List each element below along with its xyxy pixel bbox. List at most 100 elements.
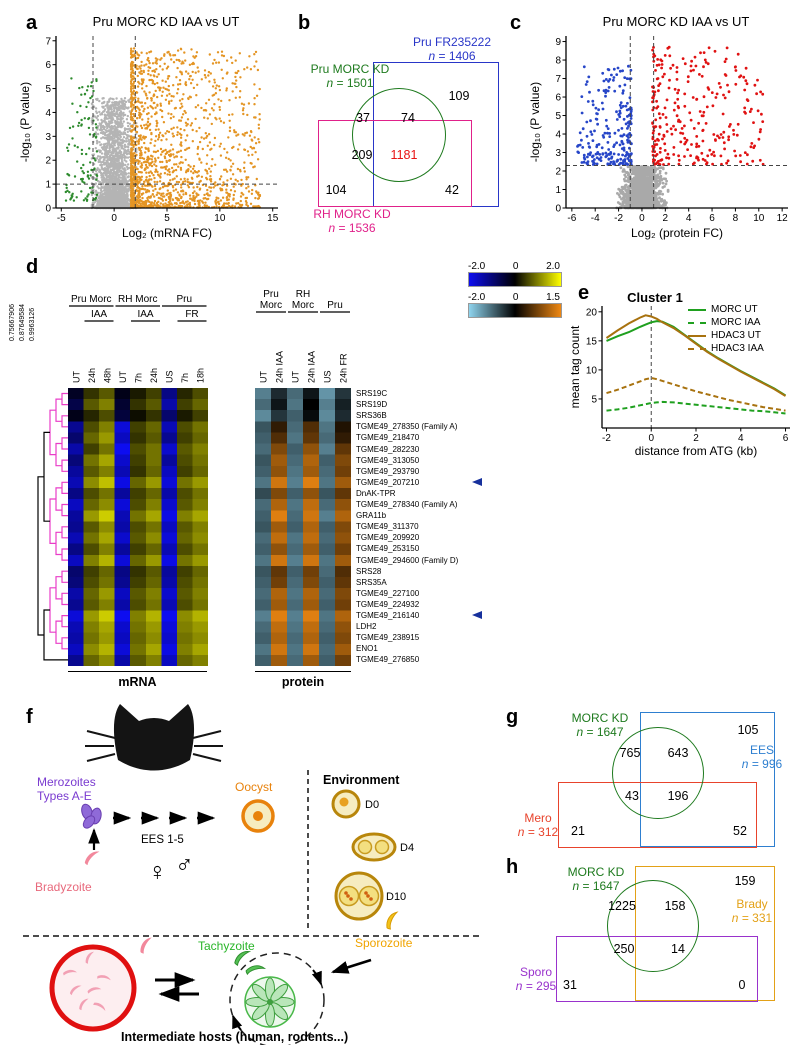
- scale-tick: 2.0: [546, 261, 560, 272]
- venn-count: 158: [664, 899, 686, 913]
- venn-count-all: 1181: [390, 148, 418, 162]
- cluster1-line-chart: -2 0 2 4 6 5 10 15 20 distance from ATG (kb) mean …: [568, 306, 790, 458]
- svg-text:4: 4: [555, 130, 561, 141]
- bradyzoite-icon: [82, 850, 103, 866]
- panel-letter-e: e: [578, 282, 590, 304]
- venn-count: 42: [445, 183, 459, 197]
- heatmap-row-label: TGME49_253150: [356, 544, 420, 554]
- svg-text:3: 3: [555, 148, 561, 159]
- venn-count: 31: [563, 978, 577, 992]
- lytic-cycle-icon: [229, 952, 325, 1045]
- svg-text:0: 0: [648, 433, 654, 444]
- svg-text:-2: -2: [614, 213, 623, 224]
- heatmap-protein: [255, 388, 351, 666]
- svg-text:8: 8: [733, 213, 739, 224]
- svg-text:7: 7: [555, 74, 561, 85]
- oocyst-label: Oocyst: [235, 780, 273, 794]
- svg-text:RH Morc: RH Morc: [118, 294, 157, 305]
- cluster1-title: Cluster 1: [627, 290, 683, 305]
- legend-item: HDAC3 IAA: [688, 342, 764, 355]
- venn-n-value: = 1501: [336, 75, 374, 90]
- svg-text:4: 4: [686, 213, 692, 224]
- venn-count: 74: [401, 111, 415, 125]
- svg-text:2: 2: [693, 433, 699, 444]
- venn-count: 765: [619, 746, 641, 760]
- heatmap-row-label: GRA11b: [356, 511, 387, 521]
- venn-count: 109: [448, 89, 470, 103]
- venn-set-name: Pru FR235222: [412, 35, 492, 49]
- venn-count: 52: [733, 824, 747, 838]
- heatmap-row-label: SRS36B: [356, 411, 387, 421]
- svg-text:4: 4: [738, 433, 744, 444]
- venn-set-name: MORC KD: [571, 711, 629, 725]
- svg-text:2: 2: [555, 167, 561, 178]
- scale-tick: -2.0: [468, 292, 486, 303]
- scatter-cluster-2: [651, 45, 765, 166]
- tachyzoite-label: Tachyzoite: [198, 939, 255, 953]
- venn-set-label-morc-kd: MORC KD n = 1647: [571, 711, 629, 740]
- svg-text:Morc: Morc: [292, 300, 314, 311]
- heatmap-row-label: TGME49_278350 (Family A): [356, 422, 458, 432]
- heatmap-row-label: TGME49_209920: [356, 533, 420, 543]
- svg-text:24h: 24h: [87, 368, 97, 383]
- venn-circle-morc-kd: [607, 880, 699, 972]
- svg-text:US: US: [164, 370, 174, 383]
- venn-count: 643: [667, 746, 689, 760]
- venn-set-name: Mero: [524, 811, 552, 825]
- panel-letter-b: b: [298, 12, 311, 34]
- venn-n-value: = 1536: [338, 220, 376, 235]
- venn-set-label-brady: Brady n = 331: [732, 897, 772, 926]
- svg-text:2: 2: [663, 213, 669, 224]
- svg-text:UT: UT: [291, 371, 301, 383]
- row-marker-arrow-icon: [472, 477, 482, 486]
- scale-tick: 1.5: [546, 292, 560, 303]
- environment-label: Environment: [323, 773, 400, 787]
- d0-label: D0: [365, 799, 379, 811]
- venn-set-n: n = 312: [518, 824, 559, 840]
- series-MORC IAA: [606, 400, 786, 415]
- legend-line-swatch: [688, 334, 706, 337]
- venn-set-n: n = 295: [515, 978, 556, 994]
- svg-text:6: 6: [45, 60, 51, 71]
- venn-set-n: n = 1501: [311, 75, 390, 91]
- venn-set-name: MORC KD: [567, 865, 625, 879]
- svg-text:5: 5: [45, 84, 51, 95]
- venn-n-italic: n: [515, 978, 523, 993]
- legend-label: MORC IAA: [711, 317, 761, 328]
- legend-line-swatch: [688, 308, 706, 311]
- venn-count: 14: [671, 942, 685, 956]
- heatmap-row-label: TGME49_216140: [356, 611, 420, 620]
- heatmap-row-label: TGME49_294600 (Family D): [356, 555, 459, 565]
- mrna-underline: [68, 671, 207, 672]
- venn-set-n: n = 1647: [572, 724, 629, 740]
- venn-set-name: Pru MORC KD: [310, 62, 390, 76]
- svg-text:US: US: [323, 370, 333, 383]
- mrna-colorscale-labels: -2.0 0 2.0: [468, 261, 560, 272]
- protein-underline: [255, 671, 351, 672]
- svg-text:10: 10: [753, 213, 765, 224]
- venn-n-italic: n: [741, 756, 749, 771]
- venn-count: 37: [356, 111, 370, 125]
- venn-set-label-pru-morc-kd: Pru MORC KD n = 1501: [310, 62, 390, 91]
- svg-text:Log₂ (protein FC): Log₂ (protein FC): [631, 226, 723, 240]
- svg-text:-log₁₀ (P value): -log₁₀ (P value): [18, 82, 32, 162]
- venn-n-value: = 312: [527, 824, 559, 839]
- svg-text:6: 6: [709, 213, 715, 224]
- heatmap-row-label: TGME49_238915: [356, 633, 420, 643]
- intermediate-hosts-label: Intermediate hosts (human, rodents...): [121, 1030, 348, 1044]
- venn-n-italic: n: [576, 724, 584, 739]
- legend-label: MORC UT: [711, 304, 758, 315]
- venn-n-value: = 996: [751, 756, 783, 771]
- panel-letter-h: h: [506, 856, 519, 878]
- venn-set-n: n = 331: [732, 911, 772, 926]
- dendrogram-scale-label: 0.75667906: [9, 304, 16, 341]
- scatter-cluster-2: [64, 77, 99, 202]
- protein-footer-label: protein: [281, 675, 325, 689]
- scatter-cluster-0: [615, 165, 670, 210]
- sporozoite-icon: [381, 910, 404, 931]
- venn-set-label-rh-morc-kd: RH MORC KD n = 1536: [313, 207, 390, 235]
- d4-label: D4: [400, 842, 414, 854]
- svg-text:UT: UT: [71, 371, 81, 383]
- heatmap-row-label: SRS19D: [356, 400, 388, 410]
